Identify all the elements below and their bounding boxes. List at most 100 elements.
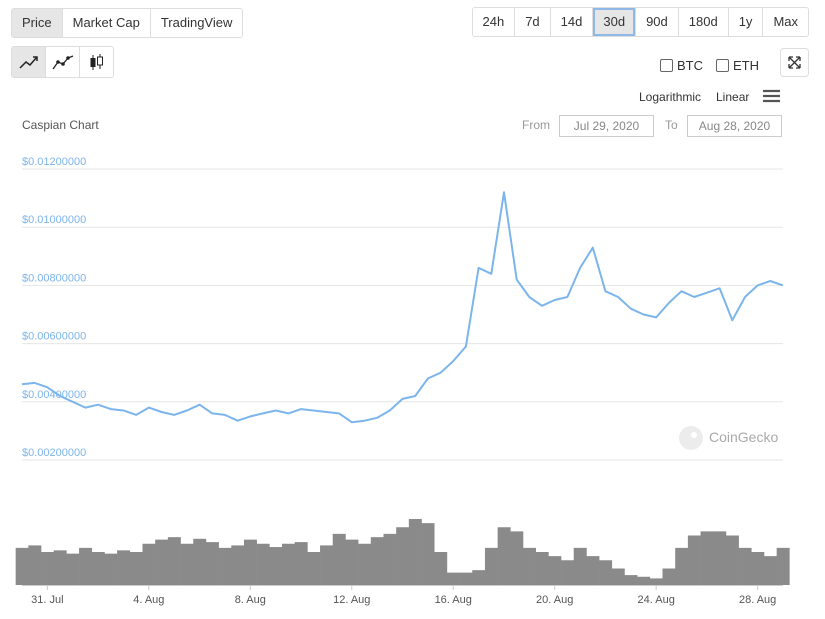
volume-bar <box>117 550 131 585</box>
x-tick-label: 20. Aug <box>536 594 573 606</box>
y-tick-label: $0.01200000 <box>22 156 86 168</box>
range-group: 24h 7d 14d 30d 90d 180d 1y Max <box>471 7 809 37</box>
volume-bar <box>345 539 359 585</box>
volume-bar <box>751 552 765 585</box>
compare-label: ETH <box>733 58 759 73</box>
y-tick-label: $0.00400000 <box>22 389 86 401</box>
candlestick-icon[interactable] <box>80 47 113 77</box>
volume-bar <box>332 533 346 585</box>
y-tick-label: $0.00600000 <box>22 331 86 343</box>
range-button[interactable]: 24h <box>472 8 516 36</box>
to-input[interactable]: Aug 28, 2020 <box>687 115 782 137</box>
volume-bar <box>231 545 245 585</box>
x-tick-label: 8. Aug <box>235 594 266 606</box>
volume-bar <box>408 519 422 585</box>
menu-icon[interactable] <box>763 89 781 105</box>
volume-bar <box>320 545 334 585</box>
volume-bar <box>624 575 638 585</box>
fullscreen-button[interactable] <box>780 48 809 77</box>
scale-option[interactable]: Linear <box>716 90 750 104</box>
volume-bar <box>79 547 93 585</box>
volume-bar <box>155 539 169 585</box>
volume-bar <box>180 543 194 585</box>
volume-bar <box>193 538 207 585</box>
range-button[interactable]: 7d <box>515 8 551 36</box>
scale-option[interactable]: Logarithmic <box>639 90 702 104</box>
tab[interactable]: TradingView <box>150 9 243 37</box>
volume-bar <box>256 543 270 585</box>
volume-bar <box>370 537 384 585</box>
volume-bar <box>53 550 67 585</box>
volume-bar <box>649 578 663 585</box>
volume-bar <box>700 531 714 585</box>
x-tick-label: 28. Aug <box>739 594 776 606</box>
chart-title: Caspian Chart <box>22 118 99 132</box>
volume-bar <box>522 547 536 585</box>
volume-bar <box>167 537 181 585</box>
volume-bar <box>637 576 651 585</box>
volume-bar <box>104 553 118 585</box>
line-icon[interactable] <box>12 47 46 77</box>
volume-bar <box>15 547 29 585</box>
range-button[interactable]: 30d <box>593 8 637 36</box>
volume-bar <box>282 543 295 585</box>
range-button[interactable]: 14d <box>550 8 594 36</box>
volume-bar <box>383 533 397 585</box>
volume-bar <box>776 547 790 585</box>
volume-bar <box>675 547 689 585</box>
compare-label: BTC <box>677 58 703 73</box>
range-button[interactable]: 90d <box>636 8 679 36</box>
range-button[interactable]: Max <box>763 8 808 36</box>
volume-bar <box>205 542 219 585</box>
range-button[interactable]: 1y <box>728 8 764 36</box>
compare-btc[interactable]: BTC <box>660 58 703 73</box>
watermark <box>679 426 703 450</box>
volume-bar <box>396 527 410 585</box>
volume-bar <box>269 547 283 585</box>
volume-bar <box>243 539 257 585</box>
volume-bar <box>586 556 600 585</box>
volume-bar <box>687 535 701 585</box>
volume-bar <box>129 552 143 585</box>
volume-bar <box>611 568 625 585</box>
y-tick-label: $0.00800000 <box>22 272 86 284</box>
y-tick-label: $0.01000000 <box>22 214 86 226</box>
volume-bar <box>358 543 372 585</box>
volume-bar <box>725 535 739 585</box>
tab-group: Price Market Cap TradingView <box>11 8 244 38</box>
from-input[interactable]: Jul 29, 2020 <box>559 115 654 137</box>
tab[interactable]: Price <box>12 9 63 37</box>
x-tick-label: 24. Aug <box>638 594 675 606</box>
volume-bar <box>41 552 55 585</box>
volume-bar <box>599 560 613 585</box>
chart-style-group <box>11 46 114 78</box>
volume-bar <box>91 552 105 585</box>
x-tick-label: 16. Aug <box>435 594 472 606</box>
volume-bar <box>142 543 156 585</box>
volume-bar <box>713 531 727 585</box>
compare-eth[interactable]: ETH <box>716 58 759 73</box>
x-tick-label: 31. Jul <box>31 594 63 606</box>
tab[interactable]: Market Cap <box>62 9 151 37</box>
to-label: To <box>665 118 678 132</box>
price-line <box>21 191 784 424</box>
volume-bar <box>535 552 549 585</box>
from-label: From <box>522 118 550 132</box>
volume-bar <box>763 556 777 585</box>
volume-bar <box>459 572 473 585</box>
volume-bar <box>294 542 308 585</box>
volume-bar <box>561 560 575 585</box>
smooth-line-icon[interactable] <box>46 47 80 77</box>
volume-bar <box>662 568 676 585</box>
volume-bar <box>218 547 232 585</box>
x-tick-label: 12. Aug <box>333 594 370 606</box>
volume-bar <box>484 547 498 585</box>
volume-bar <box>738 547 752 585</box>
volume-bar <box>66 553 80 585</box>
volume-bar <box>472 570 486 585</box>
range-button[interactable]: 180d <box>678 8 729 36</box>
volume-bar <box>573 547 587 585</box>
